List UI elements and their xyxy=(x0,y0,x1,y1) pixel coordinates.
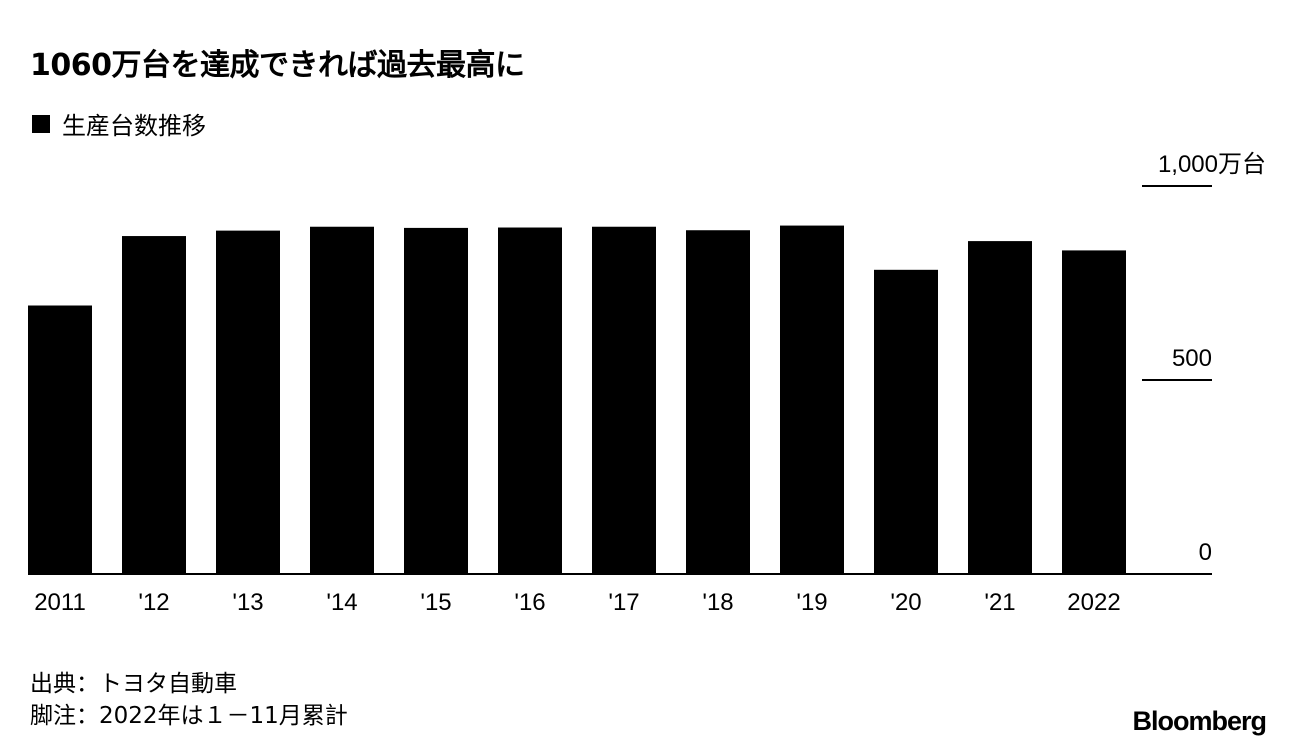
bar-5 xyxy=(498,227,562,575)
footnote: 脚注：2022年は１－11月累計 xyxy=(30,703,348,729)
bar-3 xyxy=(310,226,374,575)
bloomberg-logo: Bloomberg xyxy=(1132,706,1267,736)
bar-10 xyxy=(968,241,1032,574)
source-note: 出典：トヨタ自動車 xyxy=(30,671,237,697)
x-tick-label-0: 2011 xyxy=(34,589,86,616)
x-tick-label-9: '20 xyxy=(890,589,921,616)
legend-label: 生産台数推移 xyxy=(62,112,206,140)
y-tick-label-2: 1,000万台 xyxy=(1158,151,1266,178)
bar-11 xyxy=(1062,250,1126,574)
bar-9 xyxy=(874,269,938,574)
x-tick-label-3: '14 xyxy=(326,589,357,616)
x-tick-label-5: '16 xyxy=(514,589,545,616)
x-tick-label-1: '12 xyxy=(138,589,169,616)
bar-8 xyxy=(780,225,844,575)
legend: 生産台数推移 xyxy=(32,106,206,141)
bar-4 xyxy=(404,227,468,575)
x-tick-label-10: '21 xyxy=(984,589,1015,616)
bar-7 xyxy=(686,230,750,574)
x-tick-label-11: 2022 xyxy=(1067,589,1120,616)
x-tick-label-6: '17 xyxy=(608,589,639,616)
bar-0 xyxy=(28,305,92,574)
bar-6 xyxy=(592,226,656,575)
bar-1 xyxy=(122,236,186,574)
x-tick-label-4: '15 xyxy=(420,589,451,616)
x-tick-label-7: '18 xyxy=(702,589,733,616)
x-tick-label-2: '13 xyxy=(232,589,263,616)
legend-swatch xyxy=(32,114,50,133)
chart-title: 1060万台を達成できれば過去最高に xyxy=(30,48,525,83)
y-tick-label-0: 0 xyxy=(1199,539,1212,566)
y-tick-label-1: 500 xyxy=(1172,345,1212,372)
bar-2 xyxy=(216,230,280,574)
x-tick-label-8: '19 xyxy=(796,589,827,616)
